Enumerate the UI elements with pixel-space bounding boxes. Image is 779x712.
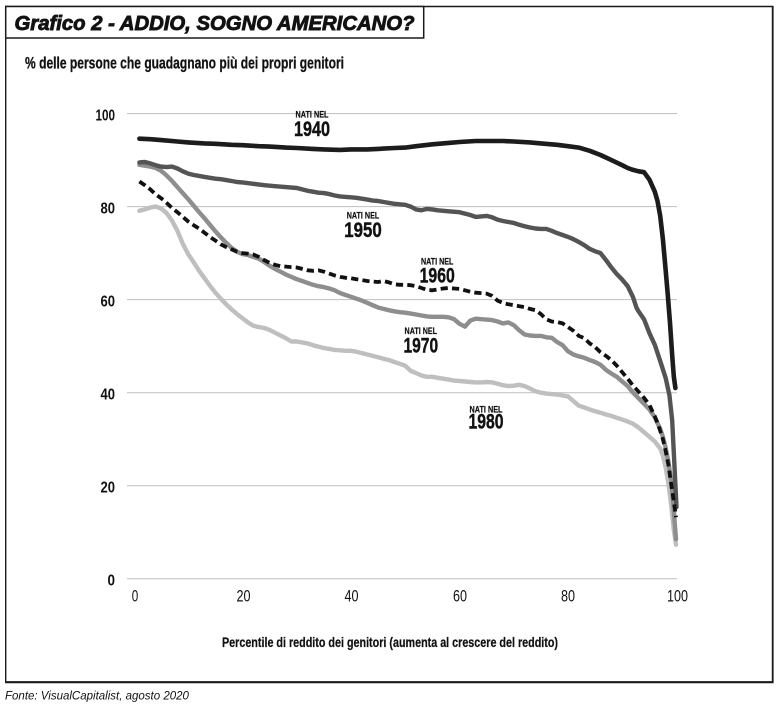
svg-text:100: 100 [667,587,688,605]
svg-text:0: 0 [132,587,139,605]
svg-text:100: 100 [96,107,116,124]
svg-text:Fonte: VisualCapitalist, agost: Fonte: VisualCapitalist, agosto 2020 [5,691,190,703]
svg-text:1940: 1940 [294,118,330,141]
svg-text:NATI NEL: NATI NEL [470,405,504,415]
svg-text:20: 20 [237,587,251,605]
svg-text:80: 80 [561,587,575,605]
svg-text:Grafico 2 - ADDIO, SOGNO AMERI: Grafico 2 - ADDIO, SOGNO AMERICANO? [15,12,415,35]
svg-text:NATI NEL: NATI NEL [405,326,438,336]
svg-text:NATI NEL: NATI NEL [347,211,380,221]
svg-text:40: 40 [101,387,116,404]
svg-text:NATI NEL: NATI NEL [421,257,454,267]
svg-text:1950: 1950 [344,219,382,242]
svg-text:1960: 1960 [420,265,455,288]
svg-text:NATI NEL: NATI NEL [296,109,330,119]
svg-text:20: 20 [101,480,116,497]
svg-text:40: 40 [345,587,359,605]
svg-text:1970: 1970 [404,335,439,358]
svg-text:0: 0 [108,572,116,589]
svg-text:60: 60 [453,587,467,605]
svg-text:% delle persone che guadagnano: % delle persone che guadagnano più dei p… [25,53,344,72]
svg-text:1980: 1980 [469,410,504,433]
svg-text:60: 60 [101,293,116,310]
svg-text:Percentile di reddito dei geni: Percentile di reddito dei genitori (aume… [222,635,558,650]
svg-text:80: 80 [101,200,116,217]
